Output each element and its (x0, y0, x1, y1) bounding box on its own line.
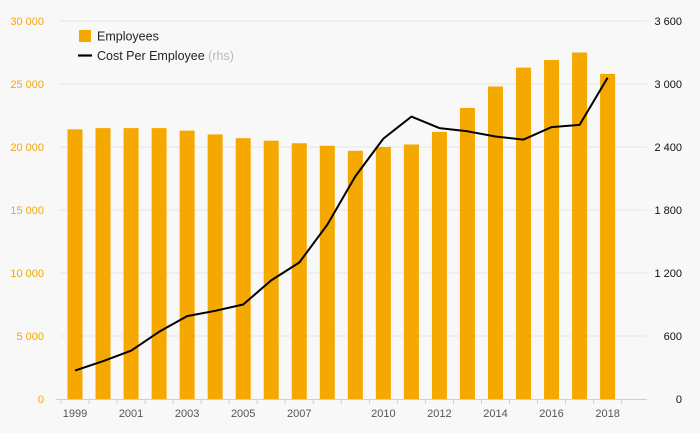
legend-label-rhs-note: (rhs) (208, 49, 234, 63)
x-axis-tick-label: 2018 (595, 408, 619, 420)
right-axis-tick-label: 1 200 (654, 268, 682, 280)
bar (487, 86, 503, 400)
right-axis-tick-label: 3 600 (654, 16, 682, 28)
legend-label-employees: Employees (97, 30, 159, 44)
x-axis-tick-label: 2012 (427, 408, 451, 420)
bar (403, 144, 419, 399)
x-axis-tick-label: 2014 (483, 408, 507, 420)
bar (600, 73, 616, 400)
right-axis-tick-label: 3 000 (654, 79, 682, 91)
x-axis-tick-label: 2010 (371, 408, 395, 420)
left-axis-tick-label: 25 000 (10, 79, 44, 91)
bar (263, 140, 279, 399)
legend-label-cost-per-employee: Cost Per Employee (rhs) (97, 49, 234, 63)
bar (431, 131, 447, 399)
bar (235, 138, 251, 399)
x-axis-tick-label: 1999 (63, 408, 87, 420)
left-axis-tick-label: 10 000 (10, 268, 44, 280)
left-axis-tick-label: 0 (38, 394, 44, 406)
bar (572, 52, 588, 399)
bar (151, 128, 167, 399)
bar (516, 67, 532, 400)
bar (123, 128, 139, 399)
legend-swatch-employees (79, 30, 91, 42)
x-axis-tick-label: 2016 (539, 408, 563, 420)
bar (544, 60, 560, 400)
right-axis-tick-label: 2 400 (654, 142, 682, 154)
bar (375, 147, 391, 399)
x-axis-tick-label: 2003 (175, 408, 199, 420)
left-axis-tick-label: 20 000 (10, 142, 44, 154)
left-axis-tick-label: 30 000 (10, 16, 44, 28)
cost-per-employee-line (74, 77, 609, 372)
x-axis-tick-label: 2007 (287, 408, 311, 420)
left-axis-tick-label: 15 000 (10, 205, 44, 217)
right-axis-tick-label: 0 (676, 394, 682, 406)
bar (95, 128, 111, 399)
right-axis-tick-label: 1 800 (654, 205, 682, 217)
x-axis-tick-label: 2005 (231, 408, 255, 420)
bar (207, 134, 223, 399)
bar (179, 130, 195, 399)
bar (67, 129, 83, 400)
bar (347, 150, 363, 399)
left-axis-tick-label: 5 000 (16, 331, 44, 343)
bar (319, 145, 335, 399)
bar (291, 143, 307, 399)
bar (459, 107, 475, 399)
x-axis-tick-label: 2001 (119, 408, 143, 420)
right-axis-tick-label: 600 (664, 331, 682, 343)
